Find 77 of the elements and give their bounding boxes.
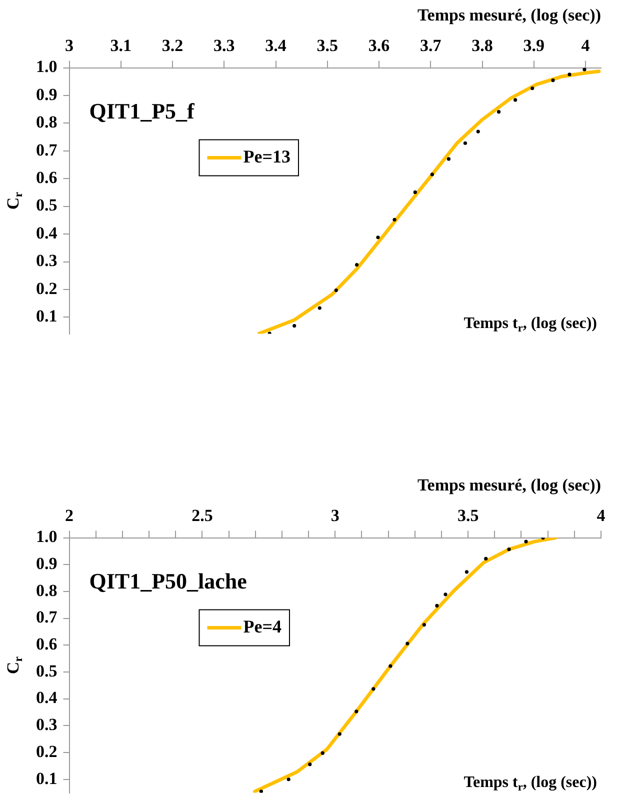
y-tick-label: 0.5 bbox=[36, 661, 58, 680]
y-tick-label: 0.4 bbox=[36, 688, 58, 708]
x-tick-label: 4 bbox=[596, 506, 606, 525]
point bbox=[430, 172, 434, 176]
point bbox=[392, 218, 396, 222]
point bbox=[338, 732, 342, 736]
y-tick-label: 1.0 bbox=[36, 527, 58, 546]
point bbox=[530, 86, 534, 90]
text: QIT1_P5_f bbox=[89, 98, 196, 124]
point bbox=[355, 263, 359, 267]
point bbox=[320, 751, 324, 755]
x-tick-label: 3.1 bbox=[110, 36, 132, 55]
x-axis-title: Temps mesuré, (log (sec)) bbox=[418, 6, 601, 25]
y-tick-label: 0.2 bbox=[36, 278, 58, 298]
point bbox=[376, 236, 380, 240]
x-tick-label: 3 bbox=[330, 506, 340, 525]
y-tick-label: 1.0 bbox=[36, 57, 58, 76]
point bbox=[422, 622, 426, 627]
point bbox=[308, 762, 312, 766]
point bbox=[388, 664, 392, 668]
x-tick-label: 3.8 bbox=[472, 36, 493, 55]
y-axis-title: Cr bbox=[3, 656, 26, 674]
point bbox=[446, 157, 451, 161]
point bbox=[551, 78, 555, 82]
point bbox=[476, 130, 480, 134]
y-tick-label: 0.7 bbox=[36, 140, 58, 160]
x-tick-label: 3.9 bbox=[523, 36, 545, 55]
point bbox=[318, 306, 322, 310]
x-tick-label: 2.5 bbox=[192, 506, 213, 525]
legend-label: Pe=13 bbox=[243, 146, 290, 166]
x-tick-label: 3.5 bbox=[316, 36, 338, 55]
point bbox=[435, 604, 439, 608]
point bbox=[507, 548, 511, 552]
x-tick-label: 4 bbox=[581, 36, 590, 55]
y-tick-label: 0.8 bbox=[36, 112, 58, 132]
point bbox=[259, 790, 264, 793]
y-tick-label: 0.7 bbox=[36, 608, 58, 627]
point bbox=[568, 72, 572, 76]
point bbox=[524, 540, 528, 544]
y-tick-label: 0.9 bbox=[36, 554, 58, 574]
x-tick-label: 3 bbox=[65, 36, 74, 55]
x-tick-label: 3.7 bbox=[420, 36, 442, 55]
point bbox=[413, 190, 417, 194]
point bbox=[406, 642, 410, 646]
point bbox=[292, 324, 296, 328]
point bbox=[484, 556, 488, 561]
y-tick-label: 0.6 bbox=[36, 168, 58, 188]
x-tick-label: 3.5 bbox=[457, 506, 479, 525]
y-tick-label: 0.3 bbox=[36, 715, 58, 734]
y-tick-label: 0.3 bbox=[36, 251, 58, 270]
point bbox=[463, 141, 468, 145]
y-tick-label: 0.9 bbox=[36, 84, 58, 104]
y-axis-title: Cr bbox=[3, 191, 26, 210]
x-tick-label: 3.4 bbox=[265, 36, 287, 55]
point bbox=[444, 592, 448, 596]
point bbox=[582, 68, 586, 72]
y-tick-label: 0.4 bbox=[36, 223, 58, 242]
point bbox=[496, 110, 501, 114]
legend-label: Pe=4 bbox=[243, 616, 282, 636]
point bbox=[286, 778, 290, 782]
point bbox=[354, 710, 358, 714]
y-tick-label: 0.1 bbox=[36, 306, 58, 326]
y-tick-label: 0.6 bbox=[36, 634, 58, 654]
y-tick-label: 0.5 bbox=[36, 196, 58, 215]
point bbox=[372, 687, 376, 691]
point bbox=[464, 570, 469, 574]
x-tick-label: 2 bbox=[65, 506, 74, 525]
x-axis-title: Temps mesuré, (log (sec)) bbox=[418, 476, 601, 495]
y-tick-label: 0.8 bbox=[36, 580, 58, 600]
text: QIT1_P50_lache bbox=[89, 568, 248, 594]
y-tick-label: 0.2 bbox=[36, 742, 58, 761]
point bbox=[334, 288, 338, 292]
y-tick-label: 0.1 bbox=[36, 768, 58, 788]
point bbox=[514, 98, 518, 102]
x-tick-label: 3.6 bbox=[368, 36, 390, 55]
x-tick-label: 3.2 bbox=[162, 36, 184, 55]
x-tick-label: 3.3 bbox=[214, 36, 235, 55]
